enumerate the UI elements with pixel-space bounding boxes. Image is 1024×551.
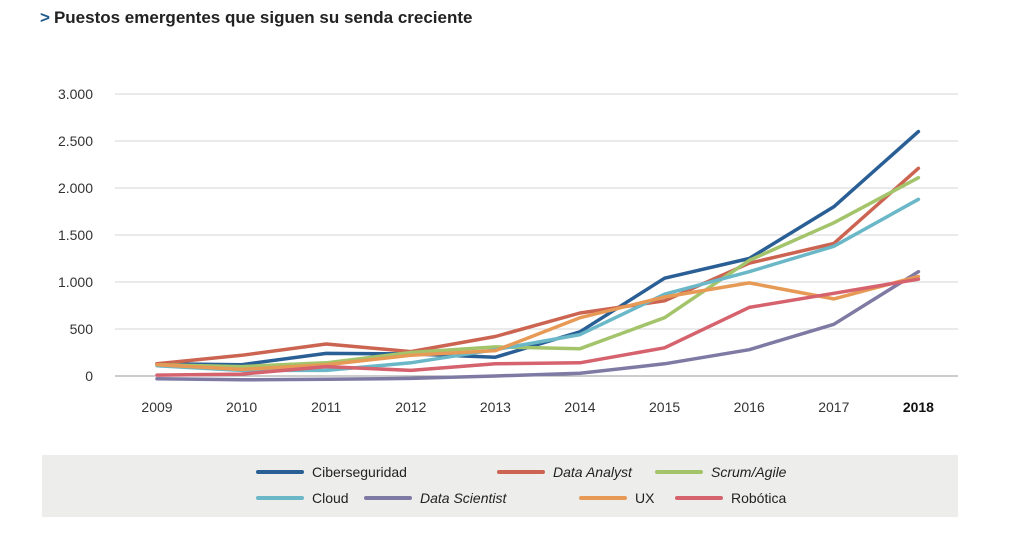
- x-tick-label: 2009: [141, 399, 172, 415]
- chart-title: > Puestos emergentes que siguen su senda …: [40, 8, 472, 28]
- axes: 0 500 1.000 1.500 2.000 2.500 3.000 2009 2010 201…: [58, 86, 934, 415]
- legend-label: UX: [635, 490, 655, 506]
- legend-item-ux: UX: [579, 490, 654, 506]
- series-line-rob-tica: [155, 277, 921, 377]
- x-tick-label: 2013: [480, 399, 511, 415]
- y-tick-label: 0: [85, 368, 93, 384]
- legend-swatch: [256, 470, 304, 474]
- legend-label: Scrum/Agile: [711, 464, 787, 480]
- legend-item-data-scientist: Data Scientist: [364, 490, 506, 506]
- legend-item-data-analyst: Data Analyst: [497, 464, 632, 480]
- legend-item-rob-tica: Robótica: [675, 490, 786, 506]
- x-tick-label: 2016: [734, 399, 765, 415]
- legend-swatch: [655, 470, 703, 474]
- x-tick-label: 2011: [311, 399, 341, 415]
- x-tick-label: 2012: [395, 399, 426, 415]
- legend: Ciberseguridad Data Analyst Scrum/Agile Clo…: [42, 455, 958, 517]
- series-line-ux: [155, 274, 921, 372]
- y-tick-label: 3.000: [58, 86, 93, 102]
- x-tick-label: 2018: [903, 399, 934, 415]
- x-tick-label: 2017: [818, 399, 849, 415]
- legend-item-ciberseguridad: Ciberseguridad: [256, 464, 407, 480]
- legend-swatch: [675, 496, 723, 500]
- x-tick-label: 2014: [564, 399, 595, 415]
- y-tick-label: 1.000: [58, 274, 93, 290]
- legend-swatch: [579, 496, 627, 500]
- y-tick-label: 2.000: [58, 180, 93, 196]
- title-marker-icon: >: [40, 8, 50, 27]
- legend-label: Ciberseguridad: [312, 464, 407, 480]
- chart-title-text: Puestos emergentes que siguen su senda c…: [53, 8, 473, 27]
- series-line-data-analyst: [155, 166, 921, 366]
- legend-swatch: [364, 496, 412, 500]
- legend-swatch: [256, 496, 304, 500]
- legend-label: Robótica: [731, 490, 787, 506]
- legend-label: Data Analyst: [553, 464, 632, 480]
- x-tick-label: 2010: [226, 399, 257, 415]
- series-line-scrum-agile: [155, 175, 921, 369]
- legend-label: Cloud: [312, 490, 349, 506]
- y-tick-label: 2.500: [58, 133, 93, 149]
- series-line-data-scientist: [155, 269, 921, 382]
- y-tick-label: 500: [70, 321, 94, 337]
- legend-swatch: [497, 470, 545, 474]
- gridlines: [115, 93, 958, 377]
- legend-label: Data Scientist: [420, 490, 507, 506]
- legend-item-scrum-agile: Scrum/Agile: [655, 464, 786, 480]
- y-tick-label: 1.500: [58, 227, 93, 243]
- x-tick-label: 2015: [649, 399, 680, 415]
- line-chart: 0 500 1.000 1.500 2.000 2.500 3.000 2009 2010 201…: [58, 86, 958, 415]
- series-lines: [155, 129, 921, 382]
- series-line-ciberseguridad: [155, 129, 921, 367]
- legend-item-cloud: Cloud: [256, 490, 349, 506]
